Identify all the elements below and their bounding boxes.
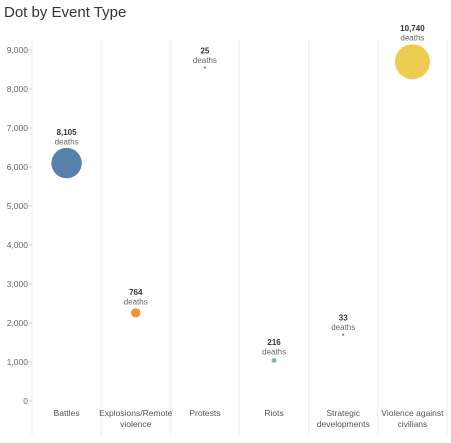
data-label-value: 216	[267, 338, 281, 347]
x-tick-label: developments	[317, 419, 370, 429]
y-tick-label: 8,000	[7, 84, 29, 94]
y-tick-label: 5,000	[7, 201, 29, 211]
data-point	[51, 147, 82, 179]
x-tick-label: Strategic	[326, 408, 360, 418]
data-label-value: 25	[200, 46, 209, 55]
x-tick-label: violence	[120, 419, 151, 429]
x-tick-label: Violence against	[381, 408, 444, 418]
x-tick-label: Battles	[54, 408, 80, 418]
data-point	[271, 357, 277, 363]
y-tick-label: 3,000	[7, 279, 29, 289]
x-tick-label: Protests	[189, 408, 220, 418]
data-label-unit: deaths	[193, 56, 217, 65]
chart-marks: deaths8,105deaths764deaths25deaths216dea…	[51, 24, 430, 363]
y-tick-label: 6,000	[7, 162, 29, 172]
y-tick-label: 9,000	[7, 45, 29, 55]
data-label-unit: deaths	[124, 298, 148, 307]
y-tick-label: 2,000	[7, 318, 29, 328]
data-label-value: 10,740	[400, 24, 425, 33]
data-point	[131, 308, 141, 318]
y-axis: 0 1,000 2,000 3,000 4,000 5,000 6,000 7,000 8,00…	[7, 40, 33, 406]
x-tick-label: Explosions/Remote	[99, 408, 173, 418]
data-point	[203, 66, 207, 69]
data-point	[342, 333, 345, 336]
data-label-value: 33	[339, 314, 348, 323]
data-label-unit: deaths	[262, 347, 286, 356]
data-point	[394, 44, 430, 80]
data-label-unit: deaths	[400, 34, 424, 43]
data-label-unit: deaths	[331, 323, 355, 332]
y-tick-label: 7,000	[7, 123, 29, 133]
y-tick-label: 0	[23, 396, 28, 406]
y-tick-label: 4,000	[7, 240, 29, 250]
x-tick-label: Riots	[264, 408, 283, 418]
data-label-value: 8,105	[57, 128, 78, 137]
data-label-value: 764	[129, 288, 143, 297]
chart-title: Dot by Event Type	[4, 4, 127, 21]
data-label-unit: deaths	[55, 137, 79, 146]
category-separators	[31, 40, 448, 435]
x-tick-label: civilians	[398, 419, 428, 429]
y-tick-label: 1,000	[7, 357, 29, 367]
